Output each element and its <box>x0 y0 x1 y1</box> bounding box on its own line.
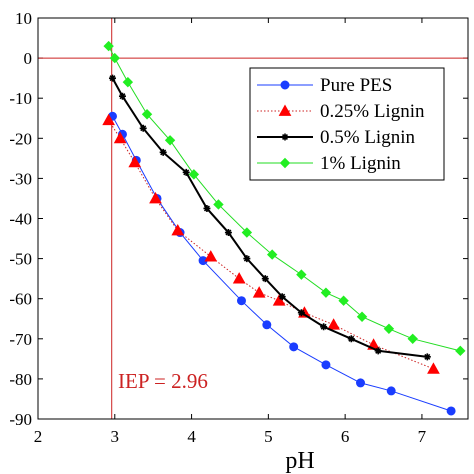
data-point-0-5-lignin <box>243 255 251 263</box>
data-point-0-5-lignin <box>118 92 126 100</box>
data-point-0-5-lignin <box>347 335 355 343</box>
data-point-pure-pes <box>289 342 299 352</box>
data-point-0-5-lignin <box>374 347 382 355</box>
legend: Pure PES 0.25% Lignin 0.5% Lignin 1% Lignin <box>249 67 445 181</box>
annotation-group: IEP = 2.96 <box>118 369 208 393</box>
data-point-0-25-lignin <box>149 191 162 204</box>
y-tick-label: -40 <box>9 210 32 229</box>
y-tick-label: 10 <box>15 9 32 28</box>
data-point-0-25-lignin <box>113 131 127 144</box>
data-point-0-25-lignin <box>252 286 266 298</box>
series-0-25-lignin <box>102 113 440 374</box>
data-point-1-lignin <box>188 169 200 180</box>
data-point-0-25-lignin <box>327 318 340 330</box>
data-point-1-lignin <box>241 227 253 238</box>
data-point-0-5-lignin <box>261 275 269 283</box>
data-point-1-lignin <box>407 333 418 345</box>
data-point-0-25-lignin <box>171 224 185 236</box>
data-point-1-lignin <box>213 199 224 210</box>
data-point-1-lignin <box>320 287 332 298</box>
data-point-0-25-lignin <box>128 155 142 168</box>
data-point-0-5-lignin <box>159 148 167 156</box>
iep-annotation: IEP = 2.96 <box>118 369 208 393</box>
data-point-pure-pes <box>321 360 331 370</box>
data-point-1-lignin <box>383 323 395 334</box>
y-tick-label: -90 <box>9 410 32 429</box>
legend-label-pure-pes: Pure PES <box>320 75 392 96</box>
data-point-1-lignin <box>296 269 307 280</box>
data-point-1-lignin <box>455 345 466 357</box>
y-tick-label: -30 <box>9 169 32 188</box>
x-tick-label: 5 <box>264 427 273 446</box>
series-group <box>102 40 466 416</box>
legend-marker-pure-pes <box>280 80 290 90</box>
data-point-pure-pes <box>446 406 456 416</box>
plot-frame <box>37 17 469 420</box>
data-point-1-lignin <box>141 109 153 120</box>
y-tick-label: -70 <box>9 330 32 349</box>
data-point-0-25-lignin <box>102 113 115 126</box>
data-point-0-5-lignin <box>320 323 328 331</box>
data-point-1-lignin <box>109 52 120 64</box>
series-1-lignin <box>103 40 466 357</box>
data-point-0-25-lignin <box>204 250 218 262</box>
y-tick-label: -60 <box>9 290 32 309</box>
legend-label-0-25-lignin: 0.25% Lignin <box>320 101 425 122</box>
data-point-0-5-lignin <box>297 309 305 317</box>
y-tick-label: -20 <box>9 129 32 148</box>
data-point-pure-pes <box>356 378 365 388</box>
data-point-1-lignin <box>122 76 134 88</box>
x-axis-title-group: pH <box>285 448 314 474</box>
data-point-0-5-lignin <box>203 204 211 212</box>
legend-label-1-lignin: 1% Lignin <box>320 153 401 174</box>
data-point-0-5-lignin <box>423 353 431 361</box>
data-point-0-5-lignin <box>224 229 232 237</box>
data-point-1-lignin <box>266 249 278 260</box>
data-point-0-25-lignin <box>232 272 246 284</box>
y-tick-label: -50 <box>9 250 32 269</box>
series-0-5-lignin <box>108 74 431 361</box>
x-tick-label: 4 <box>187 427 196 446</box>
legend-marker-0-25-lignin <box>278 104 292 116</box>
x-tick-label: 7 <box>418 427 427 446</box>
data-point-pure-pes <box>262 320 272 330</box>
series-line-1-lignin <box>108 45 461 352</box>
data-point-1-lignin <box>356 311 368 322</box>
data-point-0-25-lignin <box>427 362 440 374</box>
data-point-pure-pes <box>386 386 396 396</box>
axes: 2 3 4 5 6 7 10 0 -10 -20 -30 -40 -50 -60 -70 -80 -90 <box>9 9 468 446</box>
x-tick-label: 6 <box>341 427 350 446</box>
data-point-0-5-lignin <box>108 74 116 82</box>
legend-label-0-5-lignin: 0.5% Lignin <box>320 127 415 148</box>
legend-marker-1-lignin <box>279 157 291 169</box>
data-point-pure-pes <box>236 296 246 306</box>
data-point-0-5-lignin <box>182 168 190 176</box>
y-tick-label: 0 <box>24 49 33 68</box>
y-tick-label: -80 <box>9 370 32 389</box>
y-tick-label: -10 <box>9 89 32 108</box>
x-tick-label: 2 <box>34 427 43 446</box>
x-tick-label: 3 <box>111 427 120 446</box>
data-point-0-5-lignin <box>139 124 147 132</box>
x-axis-title: pH <box>285 448 314 474</box>
plot-border <box>37 17 469 420</box>
data-point-1-lignin <box>338 295 349 306</box>
data-point-1-lignin <box>103 40 114 52</box>
legend-marker-0-5-lignin <box>281 133 289 141</box>
data-point-1-lignin <box>164 135 176 146</box>
data-point-0-5-lignin <box>278 293 286 301</box>
